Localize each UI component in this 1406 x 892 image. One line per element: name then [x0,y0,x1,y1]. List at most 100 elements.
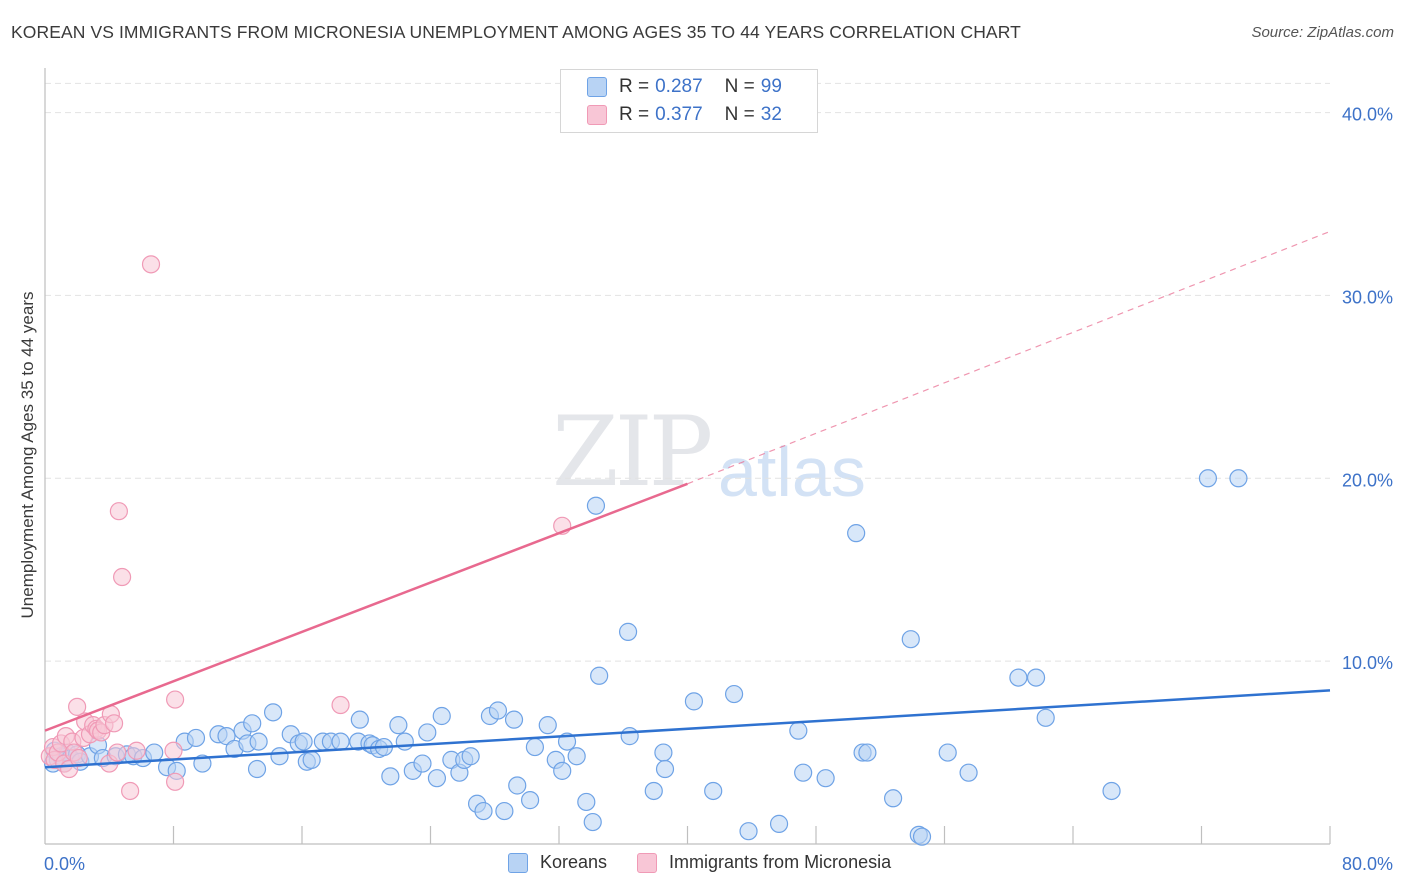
korean-point [331,732,350,751]
n-label: N = [724,104,755,125]
korean-point [243,714,262,733]
r-label: R = [619,104,650,125]
y-tick-label: 30.0% [1342,287,1393,307]
korean-point [1009,668,1028,687]
y-axis-label: Unemployment Among Ages 35 to 44 years [18,291,37,619]
korean-point [644,781,663,801]
legend-item-koreans: Koreans [508,852,607,873]
y-tick-label: 20.0% [1342,470,1393,490]
korean-point [186,728,206,748]
stats-legend-row-micronesia: R = 0.377 N = 32 [587,102,782,128]
watermark-zip: ZIP [552,396,713,508]
korean-point [263,703,283,722]
micronesia-point [121,781,140,801]
korean-point [769,814,789,833]
x-tick-label: 80.0% [1342,854,1393,874]
micronesia-point [166,690,185,709]
korean-point [427,769,447,788]
korean-point [508,776,527,795]
korean-point [590,666,609,685]
micronesia-point [164,741,183,760]
korean-point [567,747,586,766]
korean-point [520,791,540,810]
korean-point [938,743,957,762]
korean-point [654,743,673,762]
korean-point [1102,781,1121,801]
korean-point [901,630,920,649]
korean-point [249,732,268,751]
micronesia-point [68,697,87,716]
korean-point [816,769,835,788]
korean-point [789,721,808,740]
korean-point [583,812,602,832]
korean-point [418,723,437,742]
micronesia-point [104,714,124,733]
korean-point [432,706,451,726]
korean-point [620,727,639,746]
n-label: N = [724,76,755,97]
micronesia-legend-swatch [637,852,658,873]
korean-legend-swatch [508,852,528,873]
korean-point [858,743,877,762]
korean-point [1036,708,1055,727]
micronesia-point [166,772,185,791]
korean-point [389,716,408,735]
korean-point [739,822,758,841]
stats-legend-row-korean: R = 0.287 N = 99 [587,74,782,100]
n-value: 99 [760,76,782,97]
micronesia-point [112,567,132,587]
korean-point [553,761,572,780]
korean-point [704,781,723,801]
chart-title: KOREAN VS IMMIGRANTS FROM MICRONESIA UNE… [11,22,1021,42]
micronesia-trend-line [44,482,688,732]
korean-point [577,792,596,812]
r-value: 0.377 [655,104,703,125]
korean-point [1026,668,1046,687]
r-value: 0.287 [655,76,703,97]
legend-label-koreans: Koreans [540,852,608,872]
korean-point [883,789,903,808]
x-tick-label: 0.0% [44,854,85,874]
r-label: R = [619,76,650,97]
korean-point [350,710,369,729]
legend-label-micronesia: Immigrants from Micronesia [669,852,892,872]
korean-point [525,737,545,757]
y-tick-label: 40.0% [1342,105,1393,125]
korean-trend-line [44,689,1331,769]
n-value: 32 [760,104,782,125]
micronesia-point [141,255,161,274]
watermark-atlas: atlas [718,433,866,511]
micronesia-point [108,743,127,762]
korean-point [538,716,557,735]
korean-point [1229,469,1248,488]
source-label: Source: ZipAtlas.com [1251,24,1394,41]
korean-point [474,801,493,821]
korean-point [270,747,289,766]
korean-point [495,801,514,821]
korean-point [395,732,414,751]
korean-point [381,767,400,786]
micronesia-point [331,695,350,715]
korean-point [294,732,313,751]
korean-point [302,750,321,769]
korean-point [794,763,813,782]
korean-point [488,701,508,720]
micronesia-point [69,748,88,768]
series-legend: Koreans Immigrants from Micronesia [508,852,921,873]
korean-point [504,710,524,729]
korean-point [217,727,236,746]
korean-point [247,759,267,779]
korean-point [724,684,744,704]
korean-point [145,743,164,762]
y-tick-label: 10.0% [1342,653,1393,673]
micronesia-trend-extension [687,230,1331,485]
micronesia-point [127,741,146,760]
korean-point [847,524,866,543]
micronesia-point [109,502,128,521]
korean-point [959,763,978,782]
korean-point [461,747,480,766]
korean-point [655,759,675,779]
korean-point [912,827,932,846]
korean-point [618,622,638,641]
